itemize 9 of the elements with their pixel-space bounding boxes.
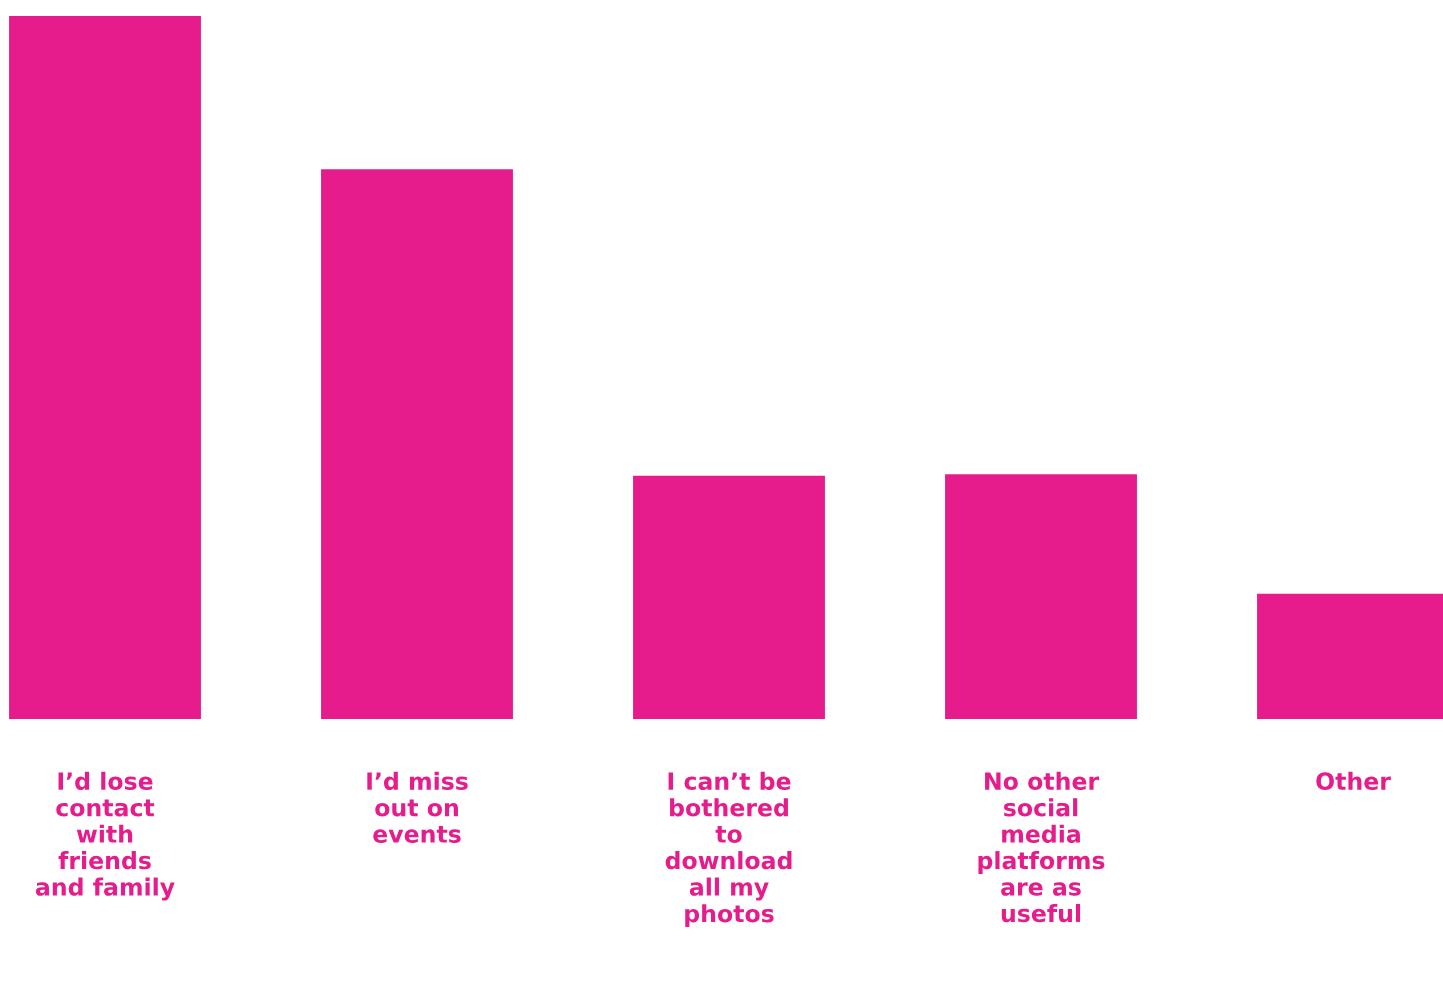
x-tick-label: Other <box>1316 771 1391 791</box>
x-tick-label: I’d lose contact with friends and family <box>35 771 175 901</box>
bar <box>633 475 825 719</box>
bar <box>321 169 513 719</box>
x-tick-label: No other social media platforms are as useful <box>978 771 1105 923</box>
x-tick-label: I can’t be bothered to download all my photos <box>665 771 792 928</box>
bar <box>945 474 1137 719</box>
bar <box>9 16 201 719</box>
x-tick-label: I’d miss out on events <box>367 771 468 843</box>
